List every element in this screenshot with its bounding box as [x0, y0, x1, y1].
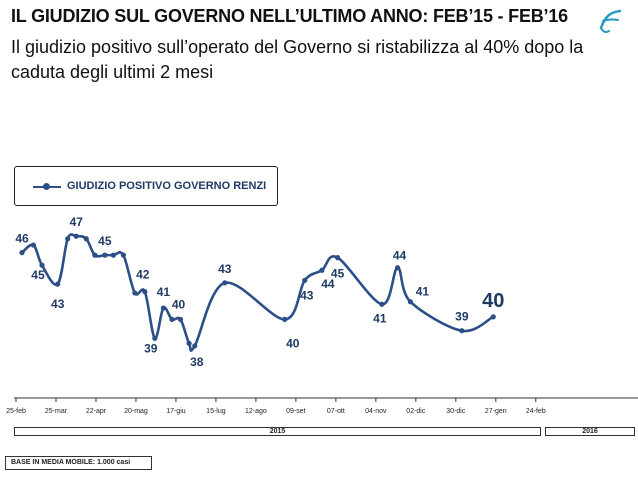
- data-label: 38: [190, 355, 204, 369]
- data-point: [132, 290, 138, 296]
- data-label: 47: [70, 215, 84, 229]
- x-tick-label: 20-mag: [124, 408, 148, 415]
- brand-logo-icon: [599, 9, 622, 33]
- x-tick-label: 25-mar: [45, 408, 68, 415]
- data-point: [73, 233, 79, 239]
- data-point: [142, 289, 148, 295]
- x-tick-label: 09-set: [286, 408, 306, 415]
- data-point: [30, 242, 37, 248]
- legend-label: GIUDIZIO POSITIVO GOVERNO RENZI: [67, 180, 267, 192]
- year-band-2015: 2015: [14, 427, 541, 436]
- page-title: IL GIUDIZIO SUL GOVERNO NELL’ULTIMO ANNO…: [11, 6, 568, 26]
- data-point: [83, 236, 89, 242]
- data-point: [55, 281, 61, 287]
- x-tick-label: 02-dic: [406, 408, 426, 415]
- data-label: 39: [144, 341, 158, 355]
- data-point: [222, 280, 228, 286]
- x-tick-label: 15-lug: [206, 408, 226, 415]
- data-point: [160, 305, 166, 311]
- data-label: 43: [218, 262, 232, 276]
- data-point: [152, 335, 158, 341]
- data-point: [490, 314, 496, 320]
- data-point: [302, 277, 308, 283]
- data-label: 44: [393, 249, 407, 263]
- data-label: 40: [482, 290, 504, 312]
- data-point: [319, 267, 325, 273]
- data-label: 39: [455, 310, 469, 324]
- page-subtitle: Il giudizio positivo sull’operato del Go…: [11, 37, 584, 82]
- data-label: 45: [31, 268, 45, 282]
- x-tick-label: 17-giu: [166, 408, 186, 415]
- data-point: [65, 236, 71, 242]
- x-tick-label: 30-dic: [446, 408, 466, 415]
- data-point: [334, 255, 341, 261]
- chart-legend: GIUDIZIO POSITIVO GOVERNO RENZI: [14, 166, 278, 206]
- data-label: 46: [15, 232, 29, 246]
- data-label: 40: [172, 297, 186, 311]
- data-label: 43: [300, 288, 314, 302]
- data-point: [282, 316, 288, 322]
- data-point: [39, 262, 45, 268]
- data-point: [110, 252, 116, 258]
- data-point: [186, 340, 192, 346]
- data-point: [192, 343, 198, 349]
- data-point: [177, 316, 184, 322]
- data-label: 40: [286, 336, 300, 350]
- data-label: 41: [373, 311, 387, 325]
- data-label: 41: [157, 285, 171, 299]
- legend-marker: [43, 183, 50, 190]
- data-point: [19, 250, 25, 256]
- x-tick-label: 25-feb: [6, 408, 26, 415]
- data-point: [102, 252, 108, 258]
- data-point: [407, 299, 414, 305]
- data-point: [379, 301, 385, 307]
- base-note: BASE IN MEDIA MOBILE: 1.000 casi: [5, 456, 152, 470]
- data-point: [459, 328, 465, 334]
- x-tick-label: 04-nov: [365, 408, 387, 415]
- x-tick-label: 07-ott: [327, 408, 345, 415]
- data-label: 43: [51, 297, 65, 311]
- x-tick-label: 24-feb: [526, 408, 546, 415]
- data-point: [169, 316, 175, 322]
- data-point: [92, 252, 98, 258]
- data-label: 42: [136, 268, 150, 282]
- data-label: 45: [98, 234, 112, 248]
- data-point: [120, 252, 126, 258]
- x-tick-label: 12-ago: [245, 408, 267, 415]
- x-tick-label: 27-gen: [485, 408, 507, 415]
- data-label: 41: [416, 285, 430, 299]
- data-label: 45: [331, 267, 345, 281]
- data-label: 44: [321, 277, 335, 291]
- data-point: [394, 265, 401, 271]
- year-band-2016: 2016: [545, 427, 635, 436]
- x-tick-label: 22-apr: [86, 408, 107, 415]
